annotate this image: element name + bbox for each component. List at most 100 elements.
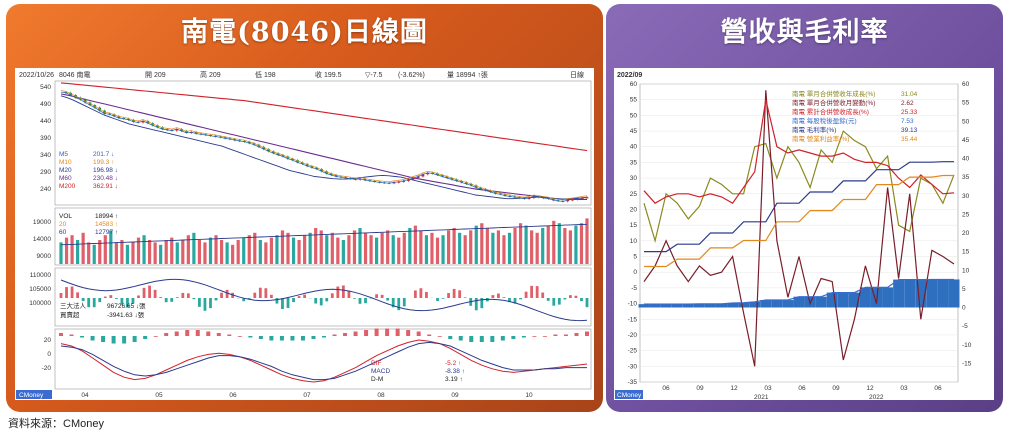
price-change: ▽-7.5 bbox=[365, 72, 383, 79]
macd-histogram-bar bbox=[80, 336, 85, 338]
candle-body bbox=[469, 183, 473, 186]
volume-bar bbox=[380, 232, 384, 264]
vol-legend-value-1: 14583 ↑ bbox=[95, 221, 118, 228]
volume-bar bbox=[513, 228, 517, 264]
candle-body bbox=[421, 174, 425, 177]
r-month-label-2: 12 bbox=[730, 385, 738, 392]
inst-bar bbox=[148, 285, 151, 298]
legend-name-5: 南電 營業利益率(%) bbox=[792, 134, 849, 143]
inst-bar bbox=[319, 298, 323, 306]
ma-legend-label-M200: M200 bbox=[59, 183, 76, 190]
series-line-0 bbox=[643, 130, 955, 244]
volume-bar bbox=[391, 235, 395, 264]
inst-bar bbox=[491, 295, 495, 298]
inst-tick-110000: 110000 bbox=[30, 272, 52, 279]
left-tick-35: 35 bbox=[630, 159, 638, 166]
candle-body bbox=[551, 198, 555, 201]
volume-axis: 19000 14000 9000 bbox=[33, 219, 51, 260]
right-tick-45: 45 bbox=[962, 137, 970, 144]
eps-bar bbox=[915, 279, 927, 308]
inst-bar bbox=[270, 294, 273, 298]
volume-bar bbox=[518, 223, 523, 264]
eps-bar bbox=[738, 302, 750, 308]
revenue-left-axis: 605550454035302520151050-5-10-15-20-25-3… bbox=[628, 81, 638, 386]
legend-value-1: 2.62 bbox=[901, 100, 914, 107]
volume-bar bbox=[192, 232, 196, 264]
macd-histogram-bar bbox=[143, 336, 148, 339]
eps-bar bbox=[749, 301, 761, 308]
inst-legend: 三大法人 96726.65 ↓張 買賣超 -3941.63 ↓張 bbox=[60, 301, 146, 319]
candle-body bbox=[440, 175, 444, 177]
volume-bar bbox=[375, 237, 379, 264]
eps-bar bbox=[704, 303, 716, 308]
left-tick-30: 30 bbox=[630, 175, 638, 182]
candle-body bbox=[247, 141, 251, 144]
volume-bar bbox=[303, 235, 307, 264]
left-tick-60: 60 bbox=[630, 81, 638, 88]
candle-body bbox=[117, 116, 121, 119]
inst-bar bbox=[59, 293, 63, 298]
inst-bar bbox=[98, 298, 102, 303]
vol-legend-value-0: 18994 ↑ bbox=[95, 213, 118, 220]
volume-bar bbox=[59, 242, 63, 264]
left-tick-50: 50 bbox=[630, 112, 638, 119]
volume-bar bbox=[530, 230, 534, 264]
volume-bar bbox=[469, 230, 473, 264]
volume-bar bbox=[369, 235, 373, 264]
right-tick-40: 40 bbox=[962, 156, 970, 163]
volume-bar bbox=[253, 232, 257, 264]
macd-histogram-bar bbox=[279, 336, 284, 341]
ma-legend-value-M10: 199.3 ↑ bbox=[93, 159, 114, 166]
candle-body bbox=[411, 177, 415, 180]
volume-bar bbox=[441, 235, 445, 264]
inst-bar bbox=[242, 298, 246, 302]
candle-body bbox=[464, 182, 468, 184]
right-tick-20: 20 bbox=[962, 230, 970, 237]
r-month-label-1: 09 bbox=[696, 385, 704, 392]
volume-pane-frame bbox=[54, 207, 592, 266]
candle-body bbox=[493, 192, 497, 194]
candle-body bbox=[223, 137, 227, 139]
r-month-label-3: 03 bbox=[764, 385, 772, 392]
volume-bar bbox=[114, 242, 118, 264]
legend-value-2: 25.33 bbox=[901, 109, 918, 116]
macd-histogram-bar bbox=[563, 334, 568, 336]
left-tick-0: 0 bbox=[633, 269, 637, 276]
volume-bar bbox=[363, 232, 368, 264]
eps-bar bbox=[693, 303, 705, 308]
volume-bar bbox=[109, 230, 113, 264]
inst-bar bbox=[159, 297, 163, 298]
left-tick--10: -10 bbox=[628, 301, 638, 308]
macd-axis: 20 0 -20 bbox=[42, 337, 52, 372]
volume-bar bbox=[275, 235, 279, 264]
candle-body bbox=[358, 178, 362, 180]
inst-bar bbox=[303, 294, 307, 298]
revenue-month-labels: 06 09 12 03 06 09 12 03 06 bbox=[662, 385, 942, 392]
inst-bar bbox=[508, 298, 511, 303]
month-labels: 04 05 06 07 08 09 10 bbox=[81, 392, 533, 399]
macd-legend-label-MACD: MACD bbox=[371, 368, 390, 375]
volume-bar bbox=[308, 232, 312, 264]
high-price: 高 209 bbox=[200, 70, 221, 79]
left-tick-20: 20 bbox=[630, 206, 638, 213]
inst-bar bbox=[164, 298, 168, 303]
eps-bar bbox=[782, 300, 794, 308]
brand-badge bbox=[16, 390, 52, 399]
macd-signal-line bbox=[60, 341, 587, 381]
candle-body bbox=[310, 166, 314, 168]
macd-histogram-bar bbox=[174, 331, 179, 336]
volume-bar bbox=[81, 232, 85, 264]
volume-bar bbox=[280, 230, 285, 264]
eps-bars bbox=[638, 279, 960, 308]
ma10-line bbox=[60, 90, 588, 201]
eps-bar bbox=[937, 279, 949, 308]
inst-bar bbox=[220, 292, 223, 298]
price-tick-340: 340 bbox=[40, 152, 51, 159]
macd-histogram-bar bbox=[122, 336, 127, 344]
inst-bar bbox=[225, 289, 229, 298]
ma-legend-value-M200: 362.91 ↓ bbox=[93, 183, 118, 190]
eps-bar bbox=[948, 279, 960, 308]
inst-legend-label-2: 買賣超 bbox=[60, 310, 80, 319]
right-tick-0: 0 bbox=[962, 305, 966, 312]
inst-bar bbox=[497, 293, 500, 298]
